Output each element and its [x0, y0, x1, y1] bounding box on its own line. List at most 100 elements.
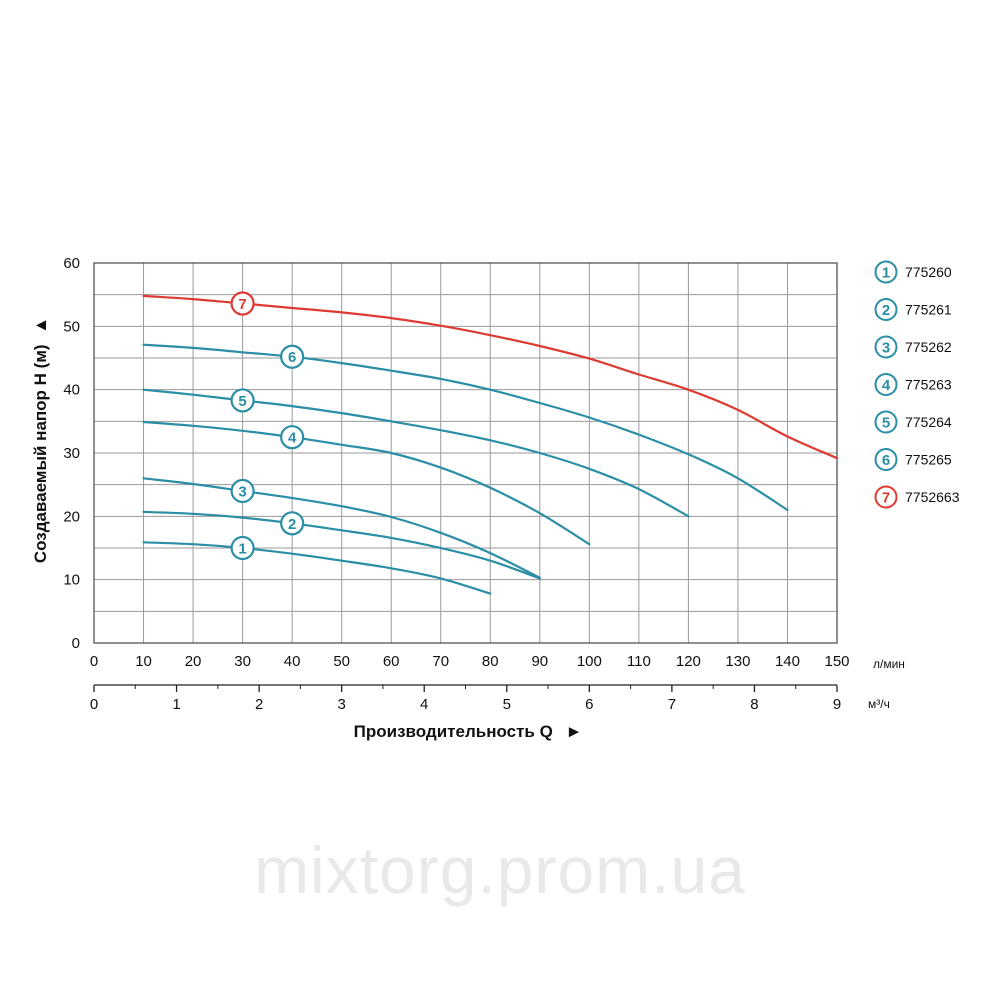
curve-775265 [142, 343, 789, 512]
watermark: mixtorg.prom.ua [254, 833, 746, 907]
y-tick-label: 50 [63, 318, 80, 335]
x-axis-arrow-icon: ► [566, 722, 583, 741]
legend-number: 4 [882, 377, 891, 394]
x-m3h-tick-label: 8 [750, 696, 758, 713]
marker-number: 2 [288, 516, 296, 533]
x-lpm-tick-label: 30 [234, 653, 251, 670]
x-m3h-tick-label: 5 [503, 696, 511, 713]
marker-number: 4 [288, 430, 297, 447]
legend-label: 775262 [905, 339, 952, 355]
legend-number: 1 [882, 265, 890, 282]
x-m3h-tick-label: 3 [337, 696, 345, 713]
x-lpm-tick-label: 60 [383, 653, 400, 670]
curve-marker-1: 1 [230, 535, 255, 561]
x-axis-lpm-unit: л/мин [873, 657, 905, 671]
x-m3h-tick-label: 1 [172, 696, 180, 713]
y-axis-ticks: 0 10 20 30 40 50 60 [63, 255, 80, 652]
x-axis-m3h: 0 1 2 3 4 5 6 7 8 9 [90, 684, 841, 713]
x-m3h-tick-label: 9 [833, 696, 841, 713]
x-m3h-tick-label: 0 [90, 696, 98, 713]
y-tick-label: 0 [72, 635, 80, 652]
legend-label: 7752663 [905, 489, 960, 505]
legend-item-775261: 2 775261 [874, 298, 952, 321]
curve-775260 [142, 541, 492, 595]
marker-circle [280, 344, 305, 369]
legend-item-775260: 1 775260 [874, 260, 952, 284]
plot-frame [93, 262, 838, 644]
curve-775261 [142, 510, 541, 580]
legend-circle [874, 335, 898, 359]
x-m3h-tick-label: 7 [668, 696, 676, 713]
legend-number: 3 [882, 340, 890, 357]
legend-item-775262: 3 775262 [874, 335, 952, 359]
marker-circle [230, 291, 255, 316]
curve-775262 [142, 477, 541, 579]
curve-marker-6: 6 [280, 344, 305, 369]
legend-label: 775263 [905, 377, 952, 393]
marker-number: 6 [288, 349, 296, 366]
y-tick-label: 20 [63, 508, 80, 525]
marker-circle [280, 511, 305, 536]
x-lpm-tick-label: 10 [135, 653, 152, 670]
x-lpm-tick-label: 100 [577, 653, 602, 670]
y-tick-label: 30 [63, 445, 80, 462]
legend-item-775265: 6 775265 [874, 448, 952, 471]
y-axis-title-text: Создаваемый напор H (м) [31, 344, 50, 563]
x-axis-lpm-ticks: 0 10 20 30 40 50 60 70 80 90 100 110 120 130 140 150 [90, 653, 850, 670]
x-m3h-tick-label: 4 [420, 696, 428, 713]
y-axis-title: Создаваемый напор H (м) ▲ [31, 317, 50, 563]
x-lpm-tick-label: 90 [531, 653, 548, 670]
y-axis-arrow-icon: ▲ [31, 317, 50, 334]
legend-label: 775265 [905, 452, 952, 468]
legend-number: 5 [882, 415, 890, 432]
pump-curves [142, 294, 839, 595]
x-lpm-tick-label: 150 [824, 653, 849, 670]
legend-item-7752663: 7 7752663 [874, 485, 960, 509]
x-m3h-tick-label: 6 [585, 696, 593, 713]
x-lpm-tick-label: 140 [775, 653, 800, 670]
x-lpm-tick-label: 40 [284, 653, 301, 670]
curve-7752663 [142, 294, 839, 460]
marker-circle [230, 535, 255, 561]
legend-label: 775260 [905, 264, 952, 280]
legend-number: 6 [882, 452, 890, 469]
x-lpm-tick-label: 120 [676, 653, 701, 670]
x-axis-m3h-unit: м³/ч [868, 697, 890, 711]
legend-circle [874, 260, 898, 284]
legend-circle [874, 410, 898, 434]
curve-markers: 1 2 3 4 5 6 7 [230, 291, 305, 561]
y-tick-label: 40 [63, 382, 80, 399]
x-lpm-tick-label: 80 [482, 653, 499, 670]
curve-marker-2: 2 [280, 511, 305, 536]
legend-number: 2 [882, 302, 890, 319]
curve-marker-3: 3 [230, 478, 255, 504]
curve-775263 [142, 420, 591, 546]
x-lpm-tick-label: 0 [90, 653, 98, 670]
legend: 1 775260 2 775261 3 775262 4 775263 5 775264 6 7752… [874, 260, 960, 509]
legend-number: 7 [882, 490, 890, 507]
plot-border [93, 262, 838, 644]
legend-item-775263: 4 775263 [874, 373, 952, 396]
curve-marker-4: 4 [280, 425, 305, 450]
legend-label: 775264 [905, 414, 952, 430]
curve-marker-7: 7 [230, 291, 255, 316]
legend-circle [874, 485, 898, 509]
x-lpm-tick-label: 110 [627, 653, 651, 670]
x-lpm-tick-label: 50 [333, 653, 350, 670]
marker-number: 1 [238, 541, 246, 558]
legend-label: 775261 [905, 302, 952, 318]
x-lpm-tick-label: 130 [725, 653, 750, 670]
x-axis-title-text: Производительность Q [354, 722, 553, 741]
x-m3h-tick-label: 2 [255, 696, 263, 713]
marker-number: 5 [238, 393, 246, 410]
marker-circle [230, 388, 255, 413]
marker-circle [280, 425, 305, 450]
marker-circle [230, 478, 255, 504]
x-lpm-tick-label: 20 [185, 653, 202, 670]
legend-item-775264: 5 775264 [874, 410, 952, 434]
legend-circle [874, 448, 898, 471]
x-axis-title: Производительность Q ► [354, 722, 583, 741]
y-tick-label: 10 [63, 572, 80, 589]
legend-circle [874, 373, 898, 396]
x-lpm-tick-label: 70 [432, 653, 449, 670]
